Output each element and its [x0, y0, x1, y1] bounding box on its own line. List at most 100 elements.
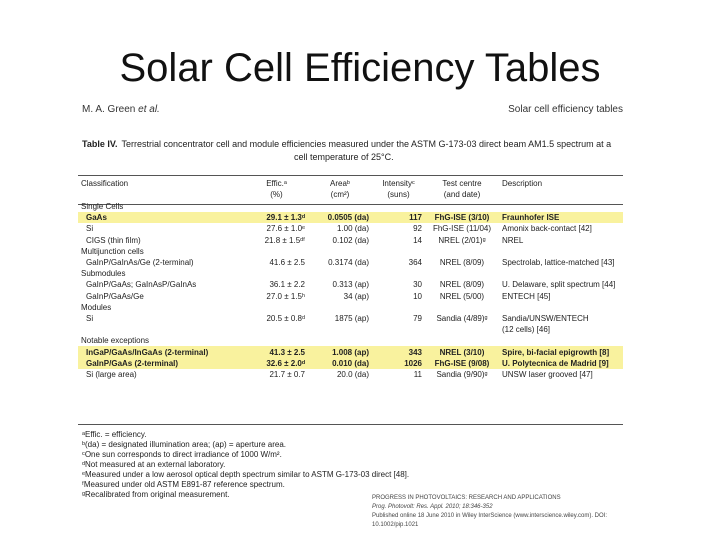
- table-cell: U. Delaware, split spectrum [44]: [502, 280, 616, 290]
- document-page: M. A. Green et al. Solar cell efficiency…: [78, 104, 623, 528]
- table-bottom-rule: [78, 424, 623, 425]
- column-header: Effic.ᵃ: [266, 179, 287, 188]
- table-caption: Table IV. Terrestrial concentrator cell a…: [82, 139, 612, 162]
- table-cell: GaInP/GaAs; GaInAsP/GaInAs: [86, 280, 197, 290]
- table-cell: 20.0 (da): [336, 369, 369, 379]
- footnote: ᵃEffic. = efficiency.: [82, 430, 147, 439]
- footnote: ᶜOne sun corresponds to direct irradianc…: [82, 450, 282, 459]
- table-cell: 0.010 (da): [308, 357, 372, 369]
- table-row: GaInP/GaAs/Ge 27.0 ± 1.5ʰ 34 (ap) 10 NREL (5…: [78, 291, 623, 302]
- continuation-row: (12 cells) [46]: [78, 324, 623, 335]
- table-cell: GaAs: [78, 212, 245, 224]
- table-cell: 117: [372, 212, 425, 224]
- table-cell: 0.313 (ap): [332, 280, 369, 290]
- journal-footer: PROGRESS IN PHOTOVOLTAICS: RESEARCH AND …: [372, 495, 607, 528]
- table-cell: GaInP/GaAs (2-terminal): [78, 357, 245, 369]
- table-row: GaInP/GaInAs/Ge (2-terminal) 41.6 ± 2.5 0.…: [78, 257, 623, 268]
- footnote: ᵇ(da) = designated illumination area; (a…: [82, 440, 287, 449]
- table-cell: 1.00 (da): [336, 224, 369, 234]
- table-cell: 34 (ap): [343, 291, 369, 301]
- table-cell: Sandia/UNSW/ENTECH: [502, 313, 589, 323]
- table-cell: 1.008 (ap): [308, 346, 372, 358]
- table-cell: NREL (8/09): [439, 258, 485, 268]
- table-cell: 14: [413, 235, 422, 245]
- section-row: Notable exceptions: [78, 335, 623, 346]
- table-row: GaInP/GaAs; GaInAsP/GaInAs 36.1 ± 2.2 0.31…: [78, 279, 623, 290]
- section-label: Single Cells: [81, 202, 124, 212]
- table-cell: Sandia (9/90)ᵍ: [436, 369, 488, 379]
- footnote: ᵈNot measured at an external laboratory.: [82, 460, 226, 469]
- table-cell: 21.7 ± 0.7: [269, 369, 305, 379]
- header-row: (%) (cm²) (suns) (and date): [78, 190, 623, 201]
- footnote: ᵍRecalibrated from original measurement.: [82, 490, 230, 499]
- section-row: Submodules: [78, 268, 623, 279]
- table-footnotes: ᵃEffic. = efficiency. ᵇ(da) = designated …: [82, 430, 409, 500]
- efficiency-table: Classification Effic.ᵃ Areaᵇ Intensityᶜ Test…: [78, 179, 623, 380]
- table-cell: NREL (2/01)ᵍ: [438, 235, 486, 245]
- column-header: Areaᵇ: [330, 179, 350, 188]
- table-cell: 41.6 ± 2.5: [269, 258, 305, 268]
- table-row: Si 20.5 ± 0.8ᵈ 1875 (ap) 79 Sandia (4/89)ᵍ Sa…: [78, 313, 623, 324]
- column-header: Intensityᶜ: [382, 179, 415, 188]
- slide-title: Solar Cell Efficiency Tables: [119, 46, 601, 90]
- table-cell: 1026: [372, 357, 425, 369]
- table-cell: 36.1 ± 2.2: [269, 280, 305, 290]
- column-header: (cm²): [330, 190, 350, 199]
- table-cell: Si (large area): [86, 369, 137, 379]
- table-cell: FhG-ISE (11/04): [432, 224, 492, 234]
- table-header: Classification Effic.ᵃ Areaᵇ Intensityᶜ Test…: [78, 179, 623, 201]
- running-header-title: Solar cell efficiency tables: [508, 104, 623, 115]
- table-row: CIGS (thin film) 21.8 ± 1.5ᵈᶠ 0.102 (da) 14…: [78, 235, 623, 246]
- table-cell: CIGS (thin film): [86, 235, 141, 245]
- table-cell: NREL (5/00): [439, 291, 485, 301]
- table-cell: Si: [86, 313, 94, 323]
- table-cell: InGaP/GaAs/InGaAs (2-terminal): [78, 346, 245, 358]
- table-cell: NREL (8/09): [439, 280, 485, 290]
- section-label: Notable exceptions: [81, 336, 150, 346]
- table-cell: 364: [408, 258, 422, 268]
- table-cell: Spire, bi-facial epigrowth [8]: [499, 346, 623, 358]
- column-header: (suns): [387, 190, 410, 199]
- table-top-rule: [78, 175, 623, 176]
- table-cell: FhG-ISE (3/10): [425, 212, 499, 224]
- table-cell: 92: [413, 224, 422, 234]
- table-cell: U. Polytecnica de Madrid [9]: [499, 357, 623, 369]
- footnote: ᶠMeasured under old ASTM E891-87 referen…: [82, 480, 285, 489]
- table-cell: [245, 324, 308, 335]
- column-header: [499, 190, 623, 201]
- section-row: Single Cells: [78, 201, 623, 212]
- table-row: GaInP/GaAs (2-terminal) 32.6 ± 2.0ᵈ 0.010 …: [78, 357, 623, 369]
- table-cell: FhG-ISE (9/08): [425, 357, 499, 369]
- section-row: Multijunction cells: [78, 246, 623, 257]
- table-cell: [308, 324, 372, 335]
- table-cell: 343: [372, 346, 425, 358]
- table-cell: 0.102 (da): [332, 235, 369, 245]
- table-cell: 20.5 ± 0.8ᵈ: [266, 313, 305, 323]
- table-cell: [425, 324, 499, 335]
- table-cell: 1875 (ap): [334, 313, 369, 323]
- table-row: Si 27.6 ± 1.0ᵉ 1.00 (da) 92 FhG-ISE (11/04) A…: [78, 223, 623, 234]
- table-row: InGaP/GaAs/InGaAs (2-terminal) 41.3 ± 2.5…: [78, 346, 623, 358]
- table-cell: 32.6 ± 2.0ᵈ: [245, 357, 308, 369]
- table-cell: ENTECH [45]: [502, 291, 551, 301]
- table-cell: 11: [413, 369, 422, 379]
- table-cell: (12 cells) [46]: [502, 325, 551, 335]
- column-header: [78, 190, 245, 201]
- column-header: (%): [270, 190, 283, 199]
- table-cell: UNSW laser grooved [47]: [502, 369, 593, 379]
- header-row: Classification Effic.ᵃ Areaᵇ Intensityᶜ Test…: [78, 179, 623, 190]
- table-cell: GaInP/GaInAs/Ge (2-terminal): [86, 258, 194, 268]
- table-cell: Spectrolab, lattice-matched [43]: [502, 258, 615, 268]
- table-row: Si (large area) 21.7 ± 0.7 20.0 (da) 11 Sand…: [78, 369, 623, 380]
- table-cell: 29.1 ± 1.3ᵈ: [245, 212, 308, 224]
- section-label: Modules: [81, 302, 112, 312]
- table-cell: 0.0505 (da): [308, 212, 372, 224]
- table-cell: 10: [413, 291, 422, 301]
- running-header-author: M. A. Green et al.: [82, 104, 160, 115]
- table-cell: 21.8 ± 1.5ᵈᶠ: [264, 235, 305, 245]
- section-label: Multijunction cells: [81, 246, 144, 256]
- table-cell: 30: [413, 280, 422, 290]
- table-cell: Amonix back-contact [42]: [502, 224, 592, 234]
- table-cell: 79: [413, 313, 422, 323]
- table-cell: 41.3 ± 2.5: [245, 346, 308, 358]
